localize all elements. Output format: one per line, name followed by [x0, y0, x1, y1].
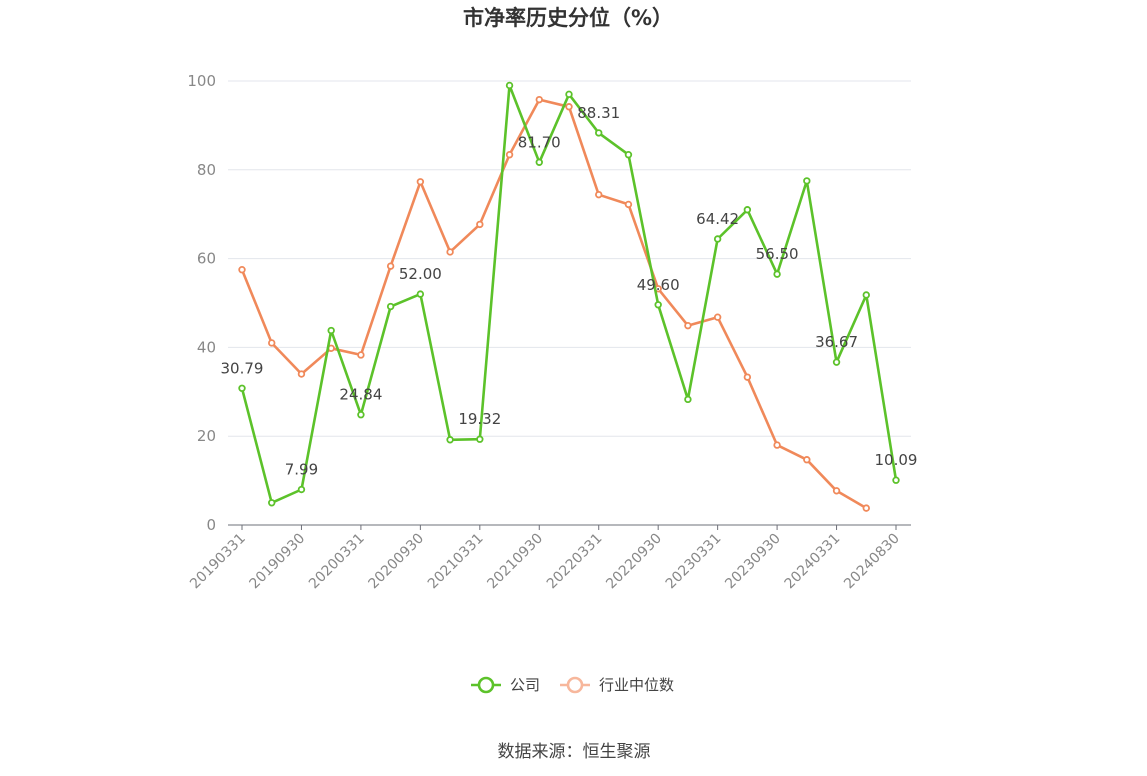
x-tick-label: 20210930 [484, 531, 546, 593]
industry-median-point [624, 200, 633, 209]
company-point [505, 81, 514, 90]
legend-marker [477, 676, 495, 694]
industry-median-point [713, 313, 722, 321]
company-point [565, 90, 573, 99]
data-label: 19.32 [458, 410, 501, 428]
x-tick-label: 20190930 [247, 531, 309, 593]
data-label: 64.42 [696, 210, 739, 228]
industry-median-point [446, 248, 454, 256]
x-tick-label: 20240830 [841, 531, 903, 593]
x-tick-label: 20230930 [722, 531, 784, 593]
industry-median-point [535, 95, 543, 104]
company-point [386, 302, 395, 311]
industry-median-point [832, 487, 841, 495]
company-point [238, 384, 246, 392]
y-tick-label: 20 [197, 427, 216, 445]
company-point [357, 411, 365, 419]
industry-median-point [773, 441, 781, 449]
x-tick-label: 20210331 [425, 531, 487, 593]
series-industry-median [238, 95, 870, 512]
company-point [446, 436, 454, 444]
data-label: 49.60 [637, 276, 680, 294]
industry-median-point [476, 220, 484, 229]
company-point [416, 290, 425, 298]
industry-median-point [238, 266, 246, 274]
company-point [684, 395, 692, 404]
data-label: 24.84 [339, 386, 382, 404]
company-point [743, 206, 752, 214]
legend-marker [566, 676, 584, 694]
company-point [268, 499, 276, 507]
company-point [713, 235, 722, 243]
legend[interactable]: 公司 行业中位数 [471, 676, 674, 694]
industry-median-point [386, 262, 395, 270]
x-tick-label: 20200930 [365, 531, 427, 593]
industry-median-point [565, 103, 573, 111]
company-point [803, 177, 811, 185]
data-label: 56.50 [756, 245, 799, 263]
industry-median-line [240, 98, 867, 510]
data-label: 7.99 [285, 461, 318, 479]
industry-median-point [416, 178, 425, 186]
data-label: 10.09 [875, 451, 918, 469]
company-point [535, 158, 543, 166]
industry-median-point [297, 370, 306, 378]
company-point [773, 270, 781, 278]
x-tick-label: 20200331 [306, 531, 368, 593]
industry-median-point [743, 373, 752, 381]
data-label: 88.31 [577, 104, 620, 122]
company-point [654, 301, 662, 309]
data-label: 30.79 [221, 359, 264, 377]
x-tick-label: 20240331 [782, 531, 844, 593]
data-label-layer: 30.79 7.99 24.84 52.00 19.32 81.70 88.31 49.60 6… [221, 104, 918, 479]
company-point [595, 129, 603, 137]
grid-layer: 0 20 40 60 80 100 [187, 72, 911, 534]
data-source-note: 数据来源：恒生聚源 [498, 742, 651, 762]
company-point [624, 151, 633, 159]
company-point [892, 476, 900, 484]
x-tick-label: 20220331 [544, 531, 606, 593]
x-tick-label: 20230331 [663, 531, 725, 593]
data-label: 81.70 [518, 133, 561, 151]
company-point [476, 435, 484, 443]
company-point [297, 485, 306, 494]
x-tick-label: 20220930 [603, 531, 665, 593]
industry-median-point [357, 351, 365, 359]
industry-median-point [595, 190, 603, 199]
legend-item-company[interactable]: 公司 [471, 676, 540, 694]
series-company [238, 81, 900, 507]
chart-title: 市净率历史分位（%） [463, 6, 673, 30]
y-tick-label: 100 [187, 72, 216, 90]
data-label: 36.67 [815, 333, 858, 351]
y-tick-label: 0 [206, 516, 216, 534]
x-axis: 2019033120190930202003312020093020210331… [187, 524, 911, 593]
series-layer [238, 81, 900, 512]
y-tick-label: 60 [197, 250, 216, 268]
company-point [862, 291, 870, 299]
company-line [240, 84, 898, 505]
x-tick-label: 20190331 [187, 531, 249, 593]
y-tick-label: 80 [197, 161, 216, 179]
industry-median-point [803, 456, 811, 464]
legend-item-industry-median[interactable]: 行业中位数 [560, 676, 674, 694]
industry-median-point [684, 321, 692, 330]
company-point [327, 326, 335, 335]
data-label: 52.00 [399, 265, 442, 283]
legend-label: 行业中位数 [599, 676, 674, 694]
company-point [832, 358, 841, 366]
y-tick-label: 40 [197, 338, 216, 356]
industry-median-point [505, 151, 514, 159]
legend-label: 公司 [510, 676, 540, 694]
industry-median-point [268, 339, 276, 347]
industry-median-point [862, 504, 870, 512]
